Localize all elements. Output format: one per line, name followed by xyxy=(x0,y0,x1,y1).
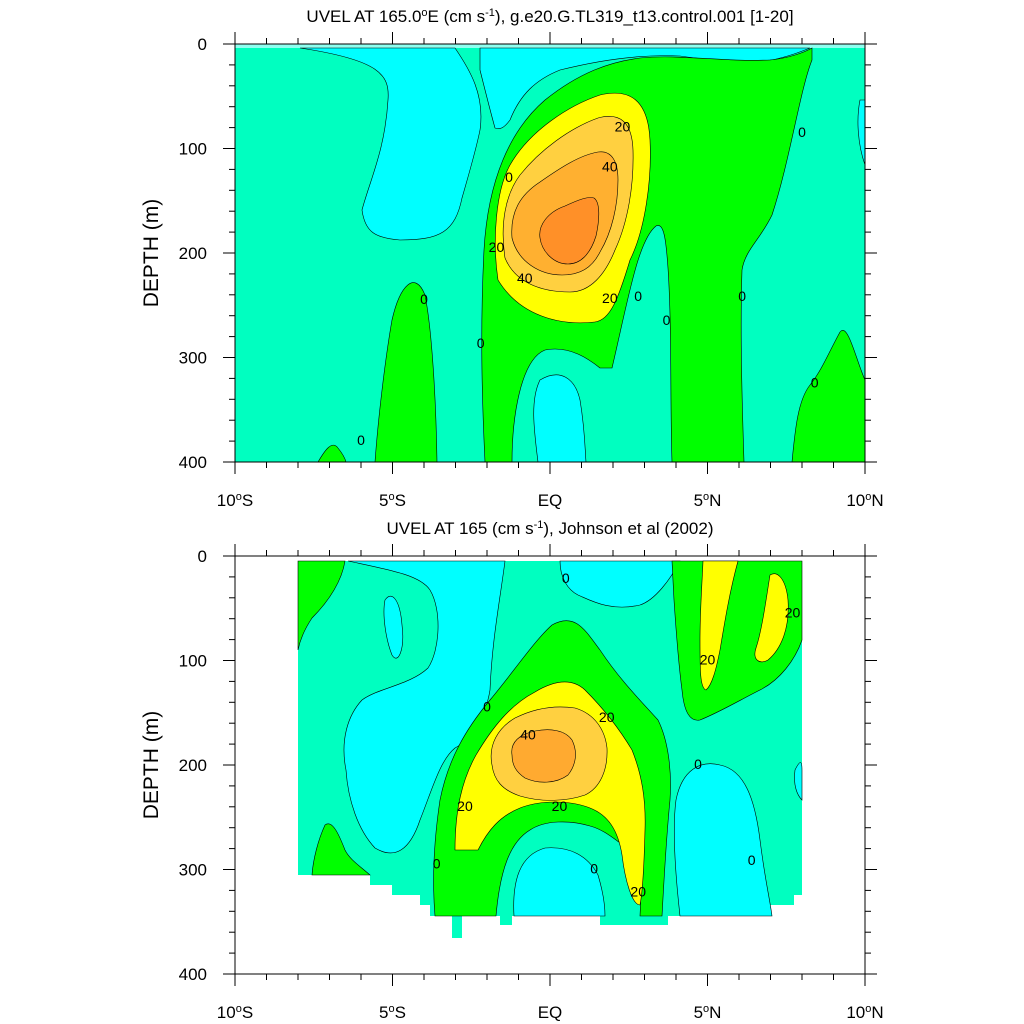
bottom-negative-far-north xyxy=(794,762,803,801)
bottom-contour-label: 40 xyxy=(520,727,536,743)
bottom-contour-label: 20 xyxy=(457,798,473,814)
bottom-contour-label: 0 xyxy=(433,855,441,871)
top-xtick-label: 5oN xyxy=(694,491,722,510)
top-ytick-label: 300 xyxy=(179,349,207,368)
bottom-contour-label: 0 xyxy=(590,861,598,877)
top-xtick-label: EQ xyxy=(538,491,563,510)
top-contour-label: 40 xyxy=(602,158,618,174)
top-band-south-small xyxy=(317,444,347,462)
top-contour-label: 20 xyxy=(602,290,618,306)
top-xtick-label: 10oS xyxy=(217,491,253,510)
bottom-panel: UVEL AT 165 (cm s-1), Johnson et al (200… xyxy=(140,519,884,1022)
top-ylabel: DEPTH (m) xyxy=(140,199,163,308)
top-panel: UVEL AT 165.0oE (cm s-1), g.e20.G.TL319_… xyxy=(140,7,884,510)
top-contour-label: 0 xyxy=(663,312,671,328)
top-ytick-label: 100 xyxy=(179,140,207,159)
top-contour-label: 0 xyxy=(505,169,513,185)
top-ytick-label: 400 xyxy=(179,453,207,472)
top-band-north-deep xyxy=(791,330,865,462)
top-contour-label: 20 xyxy=(615,119,631,135)
bottom-contour-labels: 0 20 20 0 20 40 0 20 20 0 0 20 0 xyxy=(433,570,801,900)
top-contour-label: 20 xyxy=(489,239,505,255)
top-contour-label: 0 xyxy=(634,288,642,304)
bottom-band-10-20-southwest-deep xyxy=(311,823,371,876)
top-contour-label: 40 xyxy=(517,270,533,286)
bottom-negative-south-small xyxy=(383,595,403,659)
bottom-contour-label: 20 xyxy=(552,798,568,814)
bottom-xtick-label: 5oN xyxy=(694,1003,722,1022)
bottom-negative-north-deep xyxy=(674,763,773,917)
top-xtick-label: 10oN xyxy=(846,491,883,510)
bottom-contour-label: 0 xyxy=(562,570,570,586)
bottom-title: UVEL AT 165 (cm s-1), Johnson et al (200… xyxy=(387,519,714,538)
top-negative-region-deep xyxy=(533,374,587,462)
top-contour-label: 0 xyxy=(738,288,746,304)
bottom-contour-label: 20 xyxy=(630,883,646,899)
bottom-contour-label: 20 xyxy=(700,652,716,668)
bottom-contour-label: 0 xyxy=(748,852,756,868)
top-contour-label: 0 xyxy=(420,291,428,307)
bottom-negative-north-upper xyxy=(559,560,681,608)
top-ytick-label: 200 xyxy=(179,244,207,263)
bottom-ytick-label: 0 xyxy=(198,547,207,566)
bottom-contour-label: 0 xyxy=(694,756,702,772)
bottom-xtick-label: 5oS xyxy=(379,1003,406,1022)
top-contour-label: 0 xyxy=(798,124,806,140)
bottom-xtick-label: EQ xyxy=(538,1003,563,1022)
bottom-negative-equator-deep xyxy=(513,847,606,917)
bottom-contour-label: 20 xyxy=(785,604,801,620)
top-contour-label: 0 xyxy=(477,335,485,351)
top-contour-field xyxy=(235,44,865,462)
bottom-contour-field xyxy=(297,560,803,938)
bottom-band-40-plus xyxy=(511,729,576,783)
bottom-contour-label: 20 xyxy=(599,709,615,725)
top-contour-labels: 20 40 0 20 40 20 0 0 0 0 0 0 0 0 xyxy=(357,119,819,449)
top-contour-label: 0 xyxy=(357,432,365,448)
bottom-contour-label: 0 xyxy=(483,699,491,715)
bottom-band-10-20-south xyxy=(297,560,346,651)
bottom-ytick-label: 200 xyxy=(179,756,207,775)
bottom-xtick-label: 10oS xyxy=(217,1003,253,1022)
bottom-band-20-30-north-small xyxy=(754,573,789,663)
top-surface-strip xyxy=(235,44,865,48)
bottom-ytick-label: 300 xyxy=(179,861,207,880)
top-negative-region-south xyxy=(299,47,482,241)
top-contour-label: 0 xyxy=(811,375,819,391)
bottom-ytick-label: 400 xyxy=(179,965,207,984)
top-band-50-plus xyxy=(539,197,600,265)
top-xtick-label: 5oS xyxy=(379,491,406,510)
bottom-xtick-label: 10oN xyxy=(846,1003,883,1022)
bottom-ytick-label: 100 xyxy=(179,652,207,671)
top-ytick-label: 0 xyxy=(198,35,207,54)
bottom-ylabel: DEPTH (m) xyxy=(140,711,163,820)
top-title: UVEL AT 165.0oE (cm s-1), g.e20.G.TL319_… xyxy=(306,7,793,26)
bottom-band-20-30-north xyxy=(699,560,739,691)
top-band-south-deep xyxy=(374,282,438,462)
